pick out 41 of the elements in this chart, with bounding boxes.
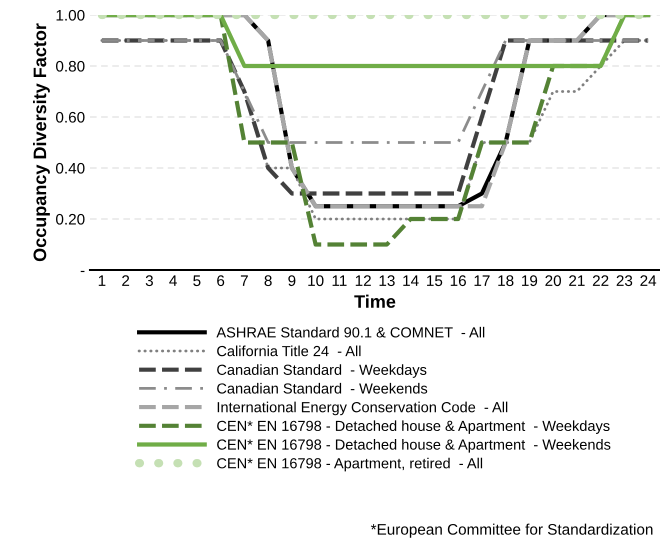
y-tick-label: -	[80, 270, 84, 272]
y-tick-label: 1.00	[56, 10, 85, 21]
legend-label: CEN* EN 16798 - Apartment, retired - All	[217, 458, 482, 472]
y-tick-label: 0.60	[56, 112, 85, 123]
legend-label: International Energy Conservation Code - All	[218, 402, 508, 416]
x-tick-label: 3	[146, 275, 153, 286]
y-tick-label: 0.20	[56, 214, 85, 225]
text: *European Committee for Standardization	[370, 524, 652, 538]
legend-label: Canadian Standard - Weekdays	[217, 364, 426, 378]
x-tick-label: 17	[474, 275, 490, 286]
x-tick-label: 5	[193, 275, 200, 286]
x-tick-label: 4	[169, 275, 177, 286]
x-tick-label: 24	[640, 275, 656, 286]
y-tick-label: 0.40	[56, 162, 85, 174]
x-tick-label: 6	[217, 275, 224, 286]
legend-label: California Title 24 - All	[217, 346, 361, 356]
legend-label: Canadian Standard - Weekends	[217, 382, 428, 394]
x-tick-label: 12	[356, 275, 371, 286]
x-tick-label: 22	[592, 275, 608, 286]
x-tick-label: 2	[122, 275, 130, 286]
x-tick-label: 1	[98, 275, 106, 286]
x-tick-label: 10	[308, 275, 324, 286]
legend-label: CEN* EN 16798 - Detached house & Apartment - Weekends	[217, 439, 610, 453]
x-tick-label: 16	[450, 275, 466, 286]
y-axis-title: Occupancy Diversity Factor	[33, 23, 50, 262]
x-tick-label: 9	[288, 275, 296, 286]
x-tick-label: 18	[498, 275, 514, 286]
y-tick-label: 0.80	[56, 60, 85, 72]
x-tick-label: 7	[240, 275, 248, 286]
x-tick-label: 19	[522, 275, 538, 286]
x-tick-label: 11	[332, 275, 347, 286]
x-tick-label: 14	[403, 275, 419, 286]
x-tick-label: 15	[427, 275, 442, 286]
legend-label: CEN* EN 16798 - Detached house & Apartment - Weekdays	[217, 420, 610, 434]
x-tick-label: 23	[616, 275, 632, 286]
x-tick-label: 20	[545, 275, 562, 286]
x-axis-title: Time	[354, 294, 396, 308]
legend-label: ASHRAE Standard 90.1 & COMNET - All	[216, 326, 484, 338]
x-tick-label: 13	[380, 275, 395, 286]
x-tick-label: 21	[569, 275, 585, 286]
x-tick-label: 8	[264, 275, 272, 286]
